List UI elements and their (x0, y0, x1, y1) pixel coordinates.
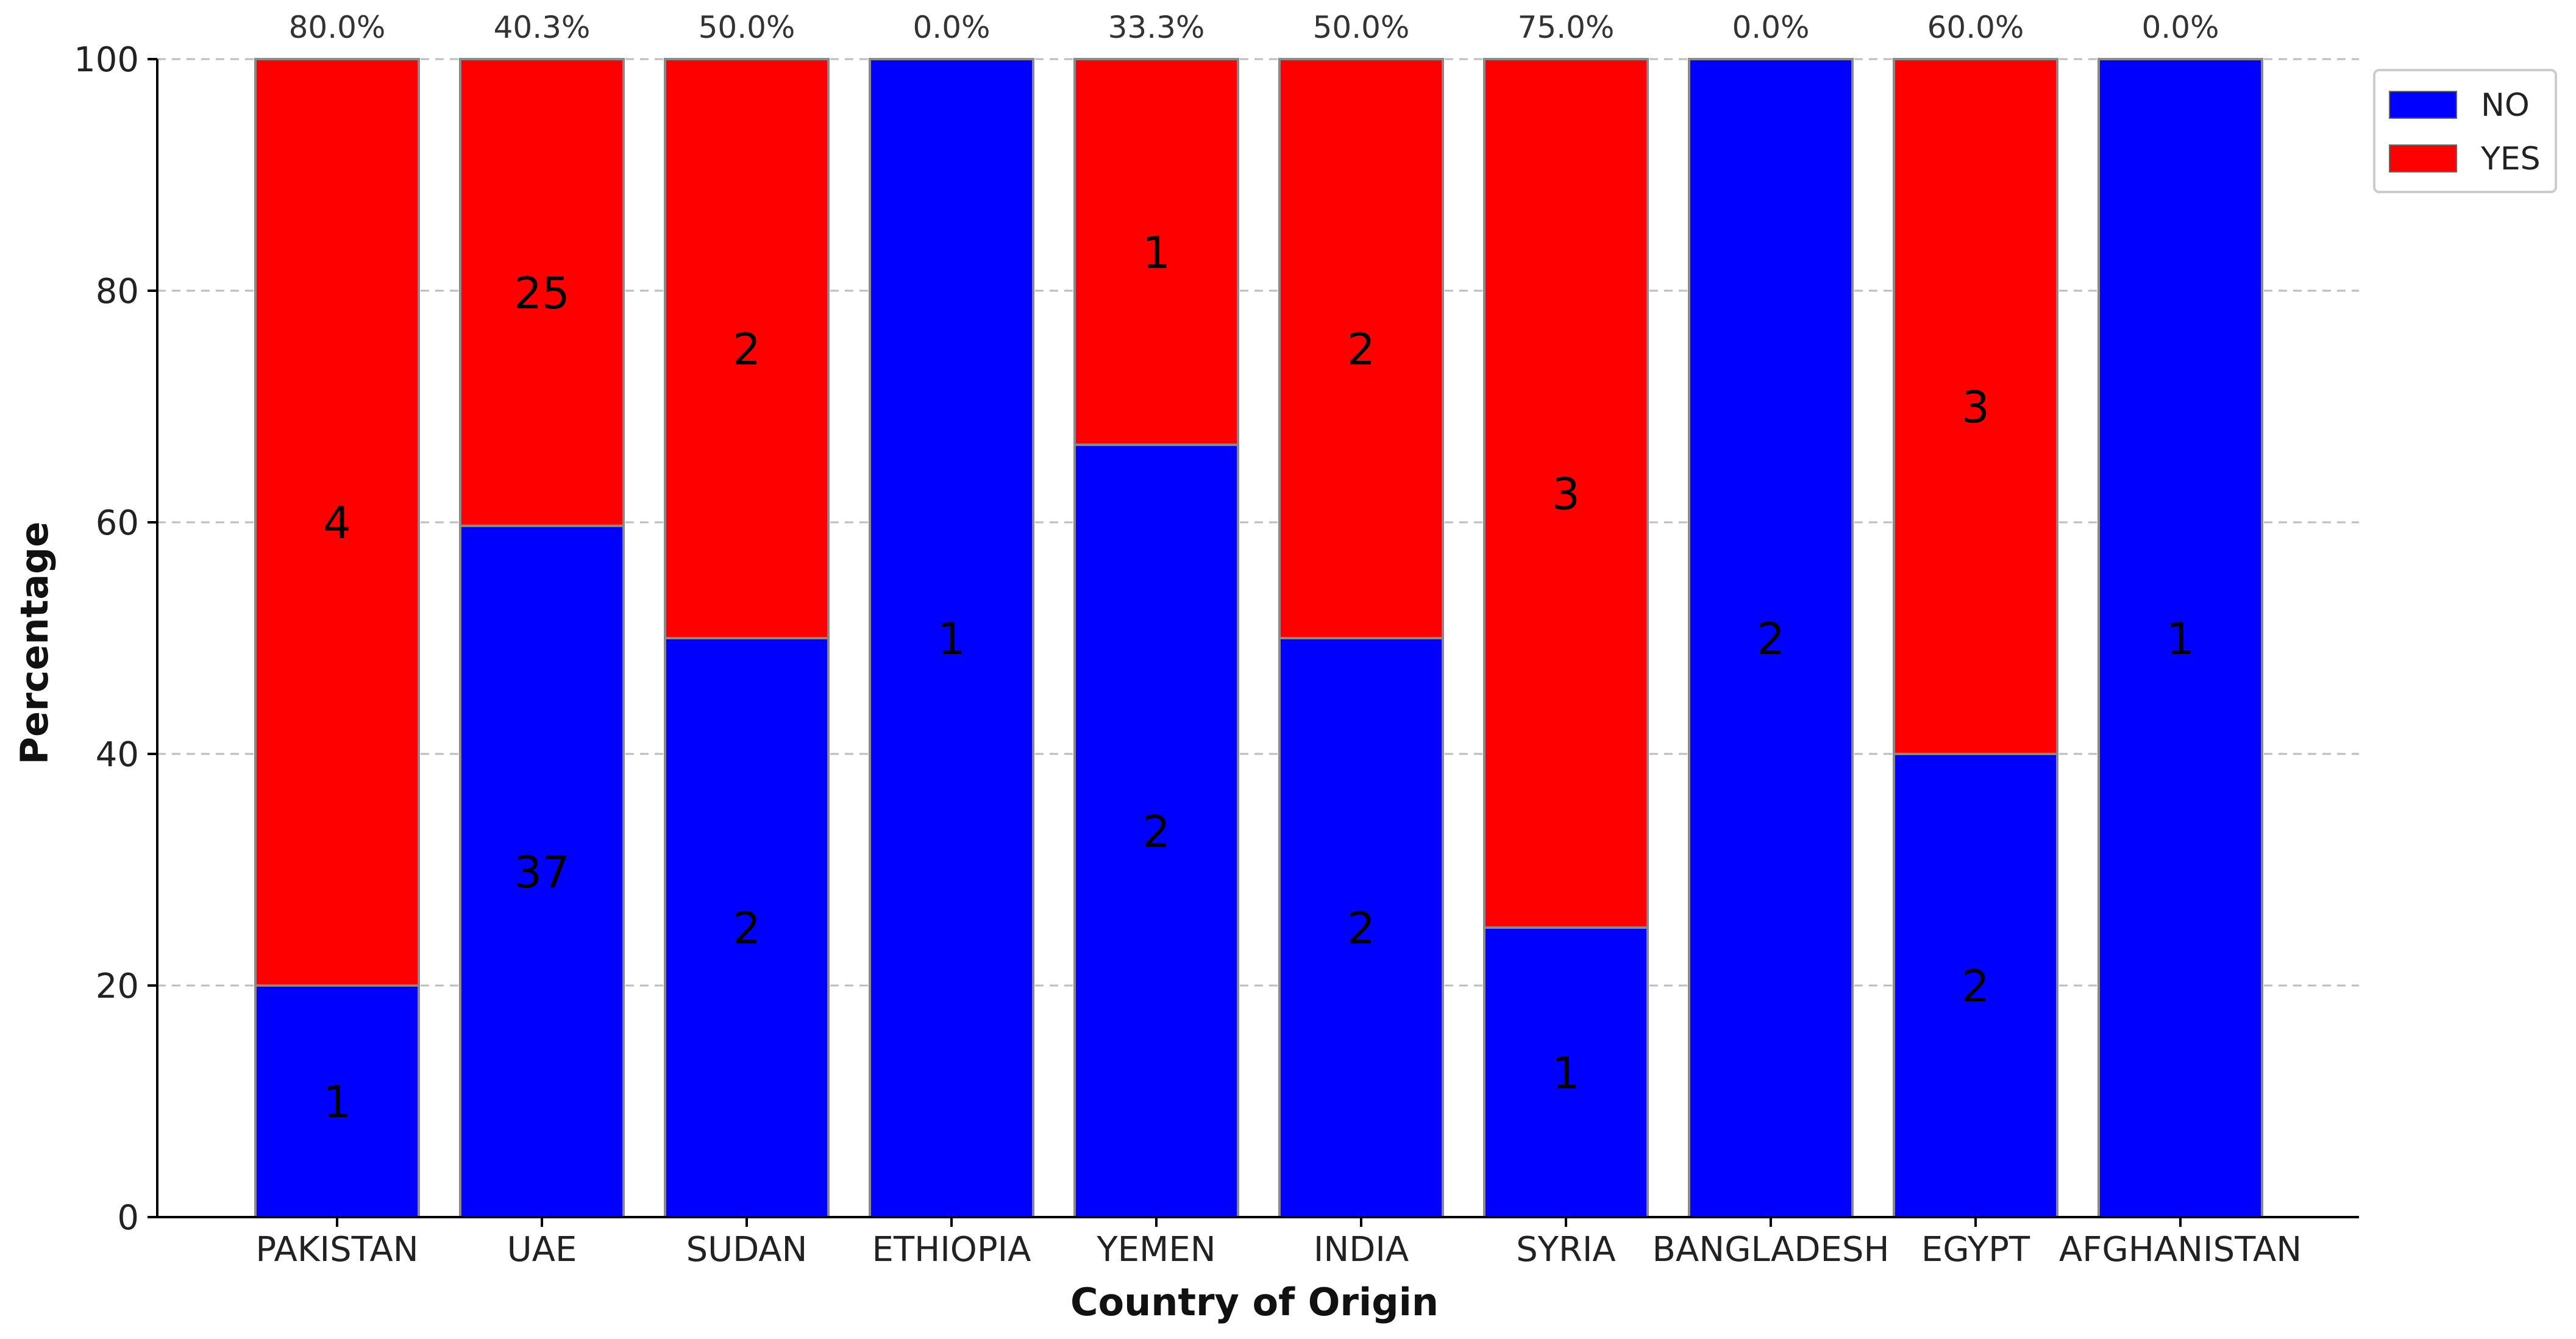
y-tick-label: 100 (74, 40, 139, 80)
bar-no-india (1278, 637, 1444, 1218)
count-label-yes: 4 (323, 497, 351, 549)
yes-percent-label: 50.0% (1313, 10, 1410, 45)
count-label-no: 2 (733, 903, 761, 954)
bar-no-sudan (664, 637, 830, 1218)
bar-yes-uae (459, 58, 625, 527)
labels-layer: 1 4 80.0% 37 25 40.3% 2 2 50.0% 1 0.0% 2 1 33.3% 2 2 50.… (289, 10, 2219, 1128)
yes-percent-label: 50.0% (699, 10, 795, 45)
count-label-no: 2 (1757, 613, 1785, 664)
x-tick-label: PAKISTAN (255, 1230, 418, 1270)
yes-percent-label: 40.3% (494, 10, 591, 45)
count-label-yes: 1 (1142, 227, 1170, 278)
bars-layer (254, 58, 2263, 1219)
x-tick-label: ETHIOPIA (872, 1230, 1031, 1270)
x-tick-label: UAE (507, 1230, 577, 1270)
x-tick-label: BANGLADESH (1653, 1230, 1890, 1270)
count-label-no: 1 (1552, 1048, 1580, 1099)
bar-no-ethiopia (869, 58, 1034, 1218)
legend-swatch-yes (2389, 144, 2457, 172)
bar-yes-india (1278, 58, 1444, 639)
count-label-no: 37 (514, 847, 570, 898)
bar-yes-egypt (1893, 58, 2058, 755)
yes-percent-label: 33.3% (1108, 10, 1205, 45)
count-label-no: 2 (1962, 961, 1990, 1012)
y-tick-label: 40 (96, 735, 139, 775)
x-tick-label: INDIA (1314, 1230, 1409, 1270)
count-label-yes: 25 (514, 268, 570, 319)
x-tick-label: YEMEN (1096, 1230, 1215, 1270)
x-axis-title: Country of Origin (1070, 1280, 1439, 1324)
bar-yes-syria (1483, 58, 1649, 929)
yes-percent-label: 0.0% (913, 10, 990, 45)
x-tick-label: SUDAN (686, 1230, 808, 1270)
yes-percent-label: 0.0% (1732, 10, 1809, 45)
x-tick-label: EGYPT (1921, 1230, 2030, 1270)
axes-layer: 0 20 40 60 80 100 PAKISTAN UAE SUDAN ETHIOPIA YEME… (74, 40, 2359, 1270)
bar-no-egypt (1893, 753, 2058, 1218)
y-tick-label: 20 (96, 967, 139, 1006)
bar-yes-sudan (664, 58, 830, 639)
yes-percent-label: 80.0% (289, 10, 386, 45)
y-axis-title: Percentage (12, 522, 57, 765)
bar-no-uae (459, 524, 625, 1219)
bar-no-pakistan (254, 984, 420, 1218)
legend-label-yes: YES (2480, 141, 2541, 177)
legend-label-no: NO (2481, 87, 2530, 124)
bar-yes-pakistan (254, 58, 420, 987)
bar-yes-yemen (1073, 58, 1239, 446)
legend-swatch-no (2389, 91, 2457, 119)
legend: NO YES (2373, 69, 2557, 193)
yes-percent-label: 75.0% (1518, 10, 1615, 45)
count-label-no: 1 (938, 613, 966, 664)
yes-percent-label: 60.0% (1927, 10, 2024, 45)
count-label-no: 1 (2166, 613, 2194, 664)
count-label-yes: 3 (1962, 382, 1990, 433)
y-tick-label: 80 (96, 272, 139, 311)
bar-no-afghanistan (2097, 58, 2263, 1218)
count-label-yes: 2 (733, 324, 761, 375)
y-tick-label: 60 (96, 503, 139, 543)
count-label-no: 1 (323, 1076, 351, 1128)
yes-percent-label: 0.0% (2141, 10, 2219, 45)
count-label-yes: 2 (1347, 324, 1375, 375)
x-tick-label: AFGHANISTAN (2059, 1230, 2302, 1270)
count-label-no: 2 (1347, 903, 1375, 954)
x-tick-label: SYRIA (1516, 1230, 1616, 1270)
count-label-no: 2 (1142, 806, 1170, 857)
count-label-yes: 3 (1552, 469, 1580, 520)
y-tick-label: 0 (117, 1198, 139, 1238)
bar-no-bangladesh (1688, 58, 1854, 1218)
